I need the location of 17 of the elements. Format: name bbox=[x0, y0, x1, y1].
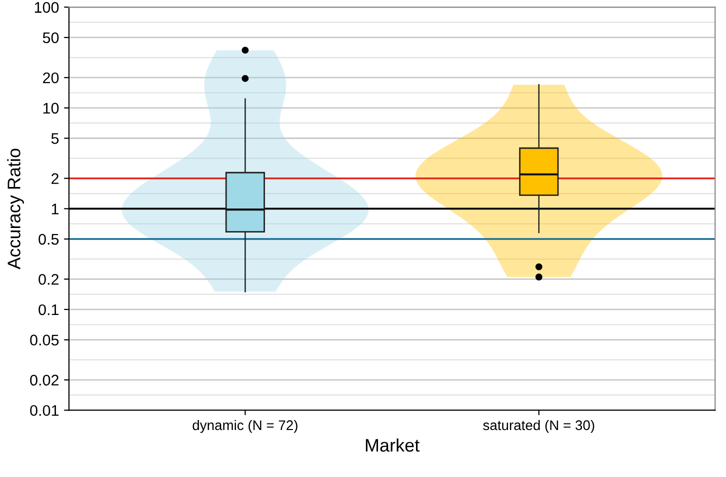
y-tick-label: 0.05 bbox=[30, 334, 59, 346]
y-tick-label: 0.1 bbox=[38, 304, 59, 316]
y-tick-label: 50 bbox=[42, 32, 59, 44]
y-tick-label: 100 bbox=[34, 2, 59, 13]
y-tick-label: 0.01 bbox=[30, 405, 59, 416]
y-tick-label: 20 bbox=[43, 72, 59, 84]
y-tick-label: 10 bbox=[43, 102, 59, 114]
y-tick-label: 0.2 bbox=[38, 274, 58, 285]
y-tick-label: 0.5 bbox=[38, 234, 59, 245]
y-tick-label: 2 bbox=[52, 173, 58, 184]
y-tick-label: 5 bbox=[51, 133, 59, 144]
y-tick-label: 1 bbox=[52, 204, 59, 214]
y-axis-title: Accuracy Ratio bbox=[7, 148, 24, 270]
x-tick-label: saturated (N = 30) bbox=[483, 420, 594, 433]
x-tick-label: dynamic (N = 72) bbox=[192, 420, 298, 433]
y-tick-label: 0.02 bbox=[30, 374, 58, 386]
x-axis-title: Market bbox=[366, 438, 420, 452]
